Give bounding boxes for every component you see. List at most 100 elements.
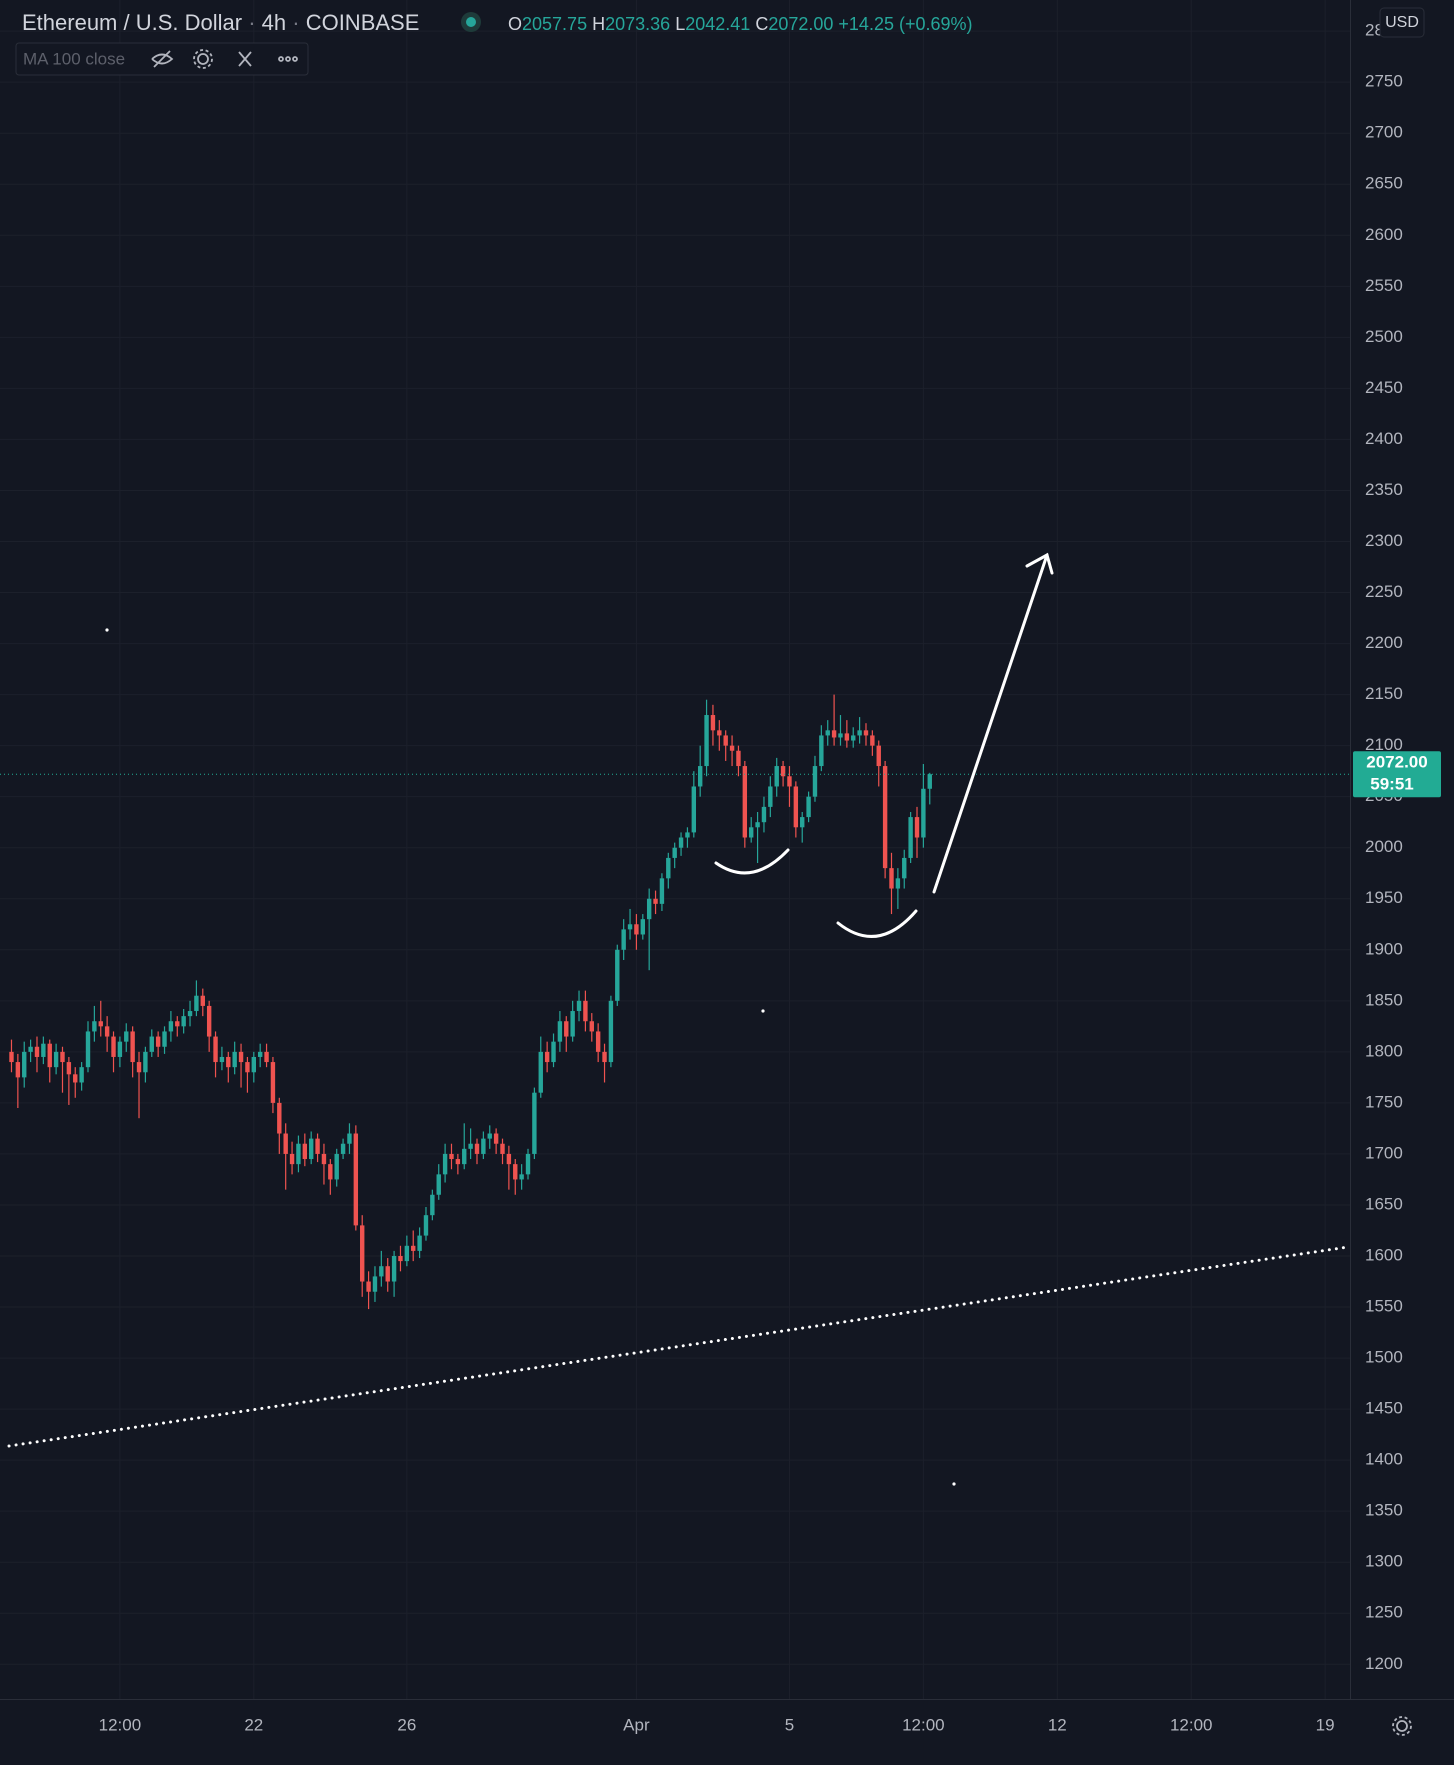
candle-body bbox=[187, 1011, 193, 1017]
candle-body bbox=[908, 817, 913, 858]
candle-body bbox=[481, 1138, 486, 1154]
arrow-drawing bbox=[932, 553, 1049, 894]
header: Ethereum / U.S. Dollar · 4h · COINBASE bbox=[22, 10, 419, 35]
x-tick-label: 12 bbox=[1048, 1715, 1067, 1734]
more-icon-dot bbox=[292, 56, 298, 62]
candle-body bbox=[181, 1016, 186, 1027]
candle-body bbox=[92, 1021, 97, 1032]
candle-body bbox=[921, 788, 926, 838]
candle-body bbox=[143, 1051, 148, 1073]
candle-body bbox=[155, 1036, 161, 1047]
candle-body bbox=[302, 1143, 308, 1160]
candle-body bbox=[315, 1138, 320, 1154]
candle-body bbox=[53, 1051, 59, 1068]
candle-body bbox=[742, 766, 748, 838]
chart-settings[interactable] bbox=[1392, 1716, 1412, 1736]
candle-body bbox=[436, 1174, 441, 1195]
candle-body bbox=[251, 1056, 257, 1073]
candle-body bbox=[653, 898, 658, 904]
candle-body bbox=[544, 1051, 550, 1063]
candle-body bbox=[583, 1000, 588, 1022]
candle-body bbox=[232, 1051, 237, 1068]
candle-body bbox=[264, 1051, 269, 1063]
candle-body bbox=[761, 806, 767, 823]
candle-body bbox=[685, 832, 690, 838]
candle-body bbox=[328, 1164, 333, 1180]
candle-body bbox=[666, 857, 671, 879]
arrow-head bbox=[1025, 552, 1054, 575]
candle-body bbox=[366, 1281, 371, 1292]
x-tick-label: 5 bbox=[785, 1715, 794, 1734]
candle-body bbox=[787, 776, 792, 787]
settings-icon[interactable] bbox=[197, 53, 209, 65]
candle-body bbox=[175, 1021, 180, 1027]
ohlc-value: 2072.00 bbox=[768, 14, 833, 34]
y-tick-label: 2700 bbox=[1365, 123, 1403, 142]
candle-body bbox=[749, 827, 754, 838]
candle-body bbox=[41, 1043, 46, 1057]
candle-body bbox=[474, 1143, 480, 1154]
candle-body bbox=[800, 817, 805, 828]
candle-body bbox=[678, 837, 684, 848]
candle-body bbox=[729, 745, 735, 751]
price-label-box bbox=[1353, 751, 1441, 798]
candle-body bbox=[525, 1153, 531, 1175]
candle-body bbox=[449, 1153, 454, 1160]
candle-body bbox=[551, 1041, 556, 1063]
currency-box bbox=[1379, 7, 1425, 38]
candle-body bbox=[391, 1256, 397, 1282]
settings-icon-teeth bbox=[193, 49, 213, 69]
y-tick-label: 2550 bbox=[1365, 276, 1403, 295]
y-tick-label: 1300 bbox=[1365, 1552, 1403, 1571]
ohlc-value: 2042.41 bbox=[685, 14, 750, 34]
more-icon[interactable] bbox=[278, 56, 284, 62]
y-tick-label: 1550 bbox=[1365, 1297, 1403, 1316]
separator: · bbox=[242, 10, 262, 35]
remove-icon[interactable] bbox=[238, 51, 252, 67]
y-tick-label: 2350 bbox=[1365, 480, 1403, 499]
x-tick-label: 22 bbox=[244, 1715, 263, 1734]
candle-body bbox=[289, 1153, 295, 1165]
trend-line bbox=[7, 1245, 1350, 1448]
candle-body bbox=[812, 766, 818, 797]
candle-body bbox=[226, 1056, 231, 1068]
x-tick-label: 12:00 bbox=[99, 1715, 142, 1734]
change-percent: (+0.69%) bbox=[899, 14, 973, 34]
y-tick-label: 1600 bbox=[1365, 1245, 1403, 1264]
candle-body bbox=[34, 1046, 40, 1057]
grid bbox=[0, 0, 1350, 1699]
candle-body bbox=[889, 868, 894, 889]
candle-body bbox=[838, 733, 843, 738]
candle-body bbox=[111, 1036, 116, 1057]
candle-body bbox=[774, 766, 779, 787]
candle-body bbox=[914, 817, 920, 838]
settings-icon-teeth bbox=[1392, 1716, 1412, 1736]
y-tick-label: 1850 bbox=[1365, 990, 1403, 1009]
y-tick-label: 2500 bbox=[1365, 327, 1403, 346]
candle-body bbox=[213, 1036, 218, 1063]
candle-body bbox=[22, 1051, 27, 1078]
candle-body bbox=[238, 1051, 244, 1063]
indicator-legend[interactable]: MA 100 close bbox=[15, 42, 309, 76]
dot bbox=[105, 628, 109, 632]
y-tick-label: 2650 bbox=[1365, 174, 1403, 193]
status-dot bbox=[466, 17, 476, 27]
candle-body bbox=[876, 745, 881, 767]
candle-body bbox=[564, 1021, 569, 1037]
candle-body bbox=[819, 735, 824, 767]
x-tick-label: 12:00 bbox=[902, 1715, 945, 1734]
candle-body bbox=[219, 1056, 225, 1063]
change: +14.25 bbox=[838, 14, 894, 34]
ohlc: O2057.75 H2073.36 L2042.41 C2072.00 +14.… bbox=[508, 14, 973, 34]
y-tick-label: 1500 bbox=[1365, 1348, 1403, 1367]
y-tick-label: 2150 bbox=[1365, 684, 1403, 703]
candle-body bbox=[532, 1092, 537, 1154]
interval: 4h bbox=[262, 10, 286, 35]
dot bbox=[761, 1009, 765, 1013]
candle-body bbox=[780, 766, 786, 777]
y-tick-label: 1350 bbox=[1365, 1501, 1403, 1520]
hide-icon-slash bbox=[153, 50, 171, 68]
candle-body bbox=[423, 1215, 429, 1236]
indicator-label: MA 100 close bbox=[23, 49, 125, 68]
